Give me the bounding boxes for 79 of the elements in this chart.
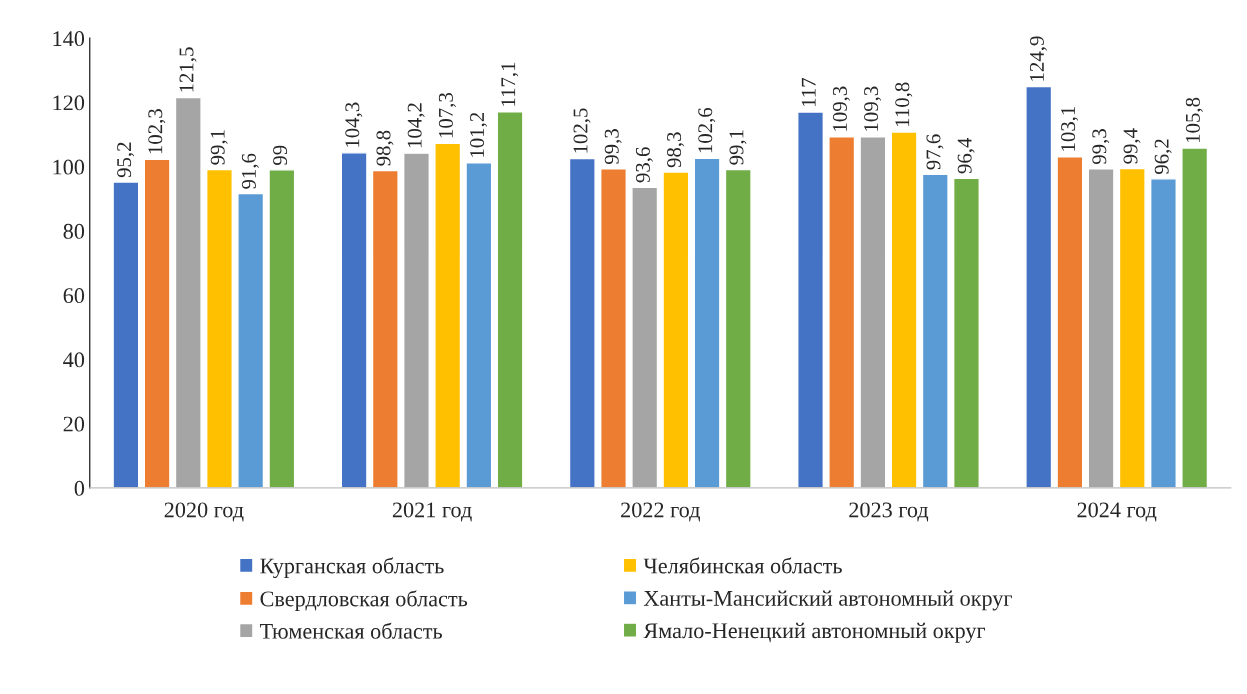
bar (465, 162, 493, 488)
x-tick-label: 2021 год (392, 502, 472, 522)
y-tick-label: 0 (74, 480, 85, 496)
y-tick-label: 60 (63, 288, 85, 304)
bar (797, 111, 825, 488)
data-label: 105,8 (1185, 97, 1203, 143)
bar (1025, 85, 1053, 488)
bar (205, 168, 233, 488)
data-label: 121,5 (179, 47, 197, 92)
data-label: 110,8 (895, 82, 913, 126)
bar (600, 168, 627, 488)
bar (890, 131, 918, 488)
bar (237, 192, 265, 488)
y-tick-label: 40 (63, 352, 85, 368)
bar (174, 96, 202, 488)
data-label: 107,3 (438, 92, 456, 138)
data-label: 109,3 (832, 86, 850, 131)
bar (693, 157, 721, 488)
bar (112, 181, 140, 488)
bar (1056, 156, 1084, 488)
legend-label: Ямало-Ненецкий автономный округ (643, 622, 986, 643)
bar (724, 168, 752, 488)
data-label: 104,3 (345, 102, 363, 147)
bar (859, 136, 887, 488)
data-label: 102,3 (148, 109, 166, 154)
legend-label: Челябинская область (643, 557, 842, 574)
data-label: 96,2 (1154, 139, 1172, 175)
data-label: 95,2 (117, 142, 135, 178)
bar (568, 157, 596, 488)
bar (371, 169, 399, 488)
bar (143, 158, 171, 488)
x-tick-label: 2023 год (849, 502, 929, 522)
bar (496, 111, 524, 488)
legend-label: Тюменская область (259, 622, 442, 639)
data-label: 98,3 (667, 132, 685, 168)
data-label: 124,9 (1029, 36, 1047, 81)
bar (268, 169, 296, 488)
legend-label: Курганская область (260, 557, 444, 579)
data-label: 117,1 (501, 62, 519, 106)
y-tick-label: 140 (53, 31, 85, 47)
data-label: 98,8 (376, 130, 394, 166)
legend-label: Свердловская область (260, 590, 468, 611)
bar (1118, 167, 1146, 488)
data-label: 117 (801, 78, 816, 107)
data-label: 99,1 (210, 130, 228, 165)
data-label: 91,6 (241, 153, 259, 189)
data-label: 109,3 (864, 86, 882, 131)
bar (1181, 147, 1209, 488)
data-label: 99,3 (604, 129, 622, 165)
bar (921, 173, 949, 488)
data-label: 99,1 (729, 130, 747, 165)
data-label: 102,5 (573, 108, 591, 153)
bar (952, 177, 980, 488)
y-tick-label: 120 (53, 95, 85, 111)
data-label: 97,6 (926, 134, 944, 170)
bar (1087, 168, 1115, 488)
x-tick-label: 2022 год (621, 502, 700, 522)
data-label: 103,1 (1061, 106, 1079, 151)
data-label: 99,4 (1123, 128, 1141, 164)
y-tick-label: 100 (53, 159, 85, 175)
data-label: 101,2 (470, 112, 488, 157)
x-tick-label: 2020 год (164, 502, 244, 522)
bar (403, 152, 430, 488)
bar (340, 152, 368, 488)
data-label: 93,6 (635, 147, 653, 183)
y-tick-label: 80 (63, 223, 85, 239)
data-label: 104,2 (407, 103, 425, 148)
bar (1149, 178, 1177, 488)
data-label: 96,4 (957, 137, 975, 174)
y-tick-label: 20 (63, 416, 85, 432)
x-tick-label: 2024 год (1077, 502, 1157, 522)
data-label: 102,6 (698, 107, 716, 153)
bar (631, 186, 659, 488)
legend-label: Ханты-Мансийский автономный округ (643, 590, 1012, 611)
data-label: 99,3 (1092, 129, 1110, 165)
bar (828, 136, 856, 488)
data-label: 99 (273, 145, 288, 166)
bar (434, 142, 462, 488)
bar (662, 171, 690, 488)
